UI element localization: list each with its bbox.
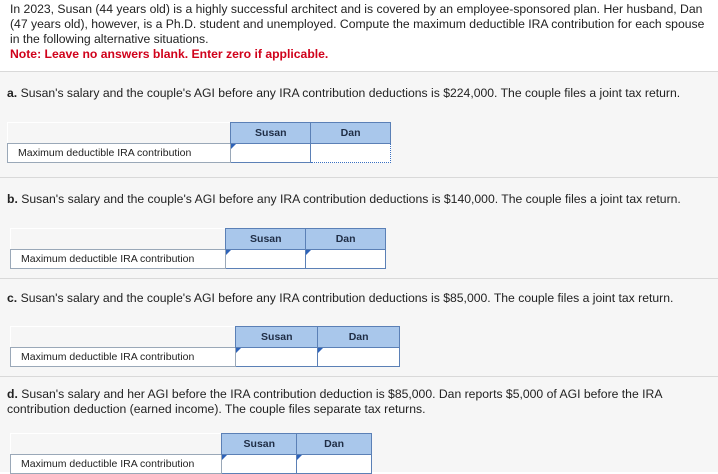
input-marker xyxy=(318,348,324,353)
col-header-dan: Dan xyxy=(310,122,391,144)
part-a-question: a. Susan's salary and the couple's AGI b… xyxy=(7,86,680,101)
part-a-susan-input[interactable] xyxy=(231,144,311,162)
row-label: Maximum deductible IRA contribution xyxy=(9,347,237,367)
part-d-dan-cell xyxy=(296,454,372,474)
divider xyxy=(0,376,718,377)
part-d-table: Susan Dan Maximum deductible IRA contrib… xyxy=(9,433,372,474)
part-c-table: Susan Dan Maximum deductible IRA contrib… xyxy=(9,326,400,367)
row-label: Maximum deductible IRA contribution xyxy=(6,143,232,163)
part-b-text: Susan's salary and the couple's AGI befo… xyxy=(21,192,681,206)
part-a-dan-input[interactable] xyxy=(311,144,390,162)
input-marker xyxy=(226,250,232,255)
part-b-susan-cell xyxy=(225,249,307,269)
part-a-letter: a. xyxy=(7,86,18,100)
table-corner xyxy=(7,122,231,144)
table-corner xyxy=(10,326,236,348)
part-d-question: d. Susan's salary and her AGI before the… xyxy=(7,387,712,417)
divider xyxy=(0,177,718,178)
table-corner xyxy=(10,433,222,455)
col-header-dan: Dan xyxy=(305,228,386,250)
part-c-section: c. Susan's salary and the couple's AGI b… xyxy=(0,279,718,376)
col-header-dan: Dan xyxy=(296,433,372,455)
part-a-dan-cell xyxy=(310,143,391,163)
part-c-susan-cell xyxy=(235,347,319,367)
col-header-susan: Susan xyxy=(225,228,307,250)
part-c-text: Susan's salary and the couple's AGI befo… xyxy=(20,291,674,305)
part-d-text: Susan's salary and her AGI before the IR… xyxy=(7,387,662,416)
problem-statement: In 2023, Susan (44 years old) is a highl… xyxy=(10,2,710,62)
part-b-question: b. Susan's salary and the couple's AGI b… xyxy=(7,192,681,207)
input-marker xyxy=(306,250,312,255)
part-b-letter: b. xyxy=(7,192,18,206)
part-a-text: Susan's salary and the couple's AGI befo… xyxy=(20,86,681,100)
part-b-dan-cell xyxy=(305,249,386,269)
input-marker xyxy=(231,144,237,149)
input-marker xyxy=(297,455,303,460)
part-a-susan-cell xyxy=(230,143,312,163)
col-header-dan: Dan xyxy=(317,326,400,348)
part-c-question: c. Susan's salary and the couple's AGI b… xyxy=(7,291,673,306)
part-c-susan-input[interactable] xyxy=(236,348,318,366)
part-c-dan-input[interactable] xyxy=(318,348,399,366)
divider xyxy=(0,71,718,72)
divider xyxy=(0,278,718,279)
part-a-table: Susan Dan Maximum deductible IRA contrib… xyxy=(6,122,391,163)
input-marker xyxy=(236,348,242,353)
part-b-dan-input[interactable] xyxy=(306,250,385,268)
problem-note: Note: Leave no answers blank. Enter zero… xyxy=(10,47,329,61)
input-marker xyxy=(222,455,228,460)
part-b-section: b. Susan's salary and the couple's AGI b… xyxy=(0,178,718,278)
part-b-table: Susan Dan Maximum deductible IRA contrib… xyxy=(9,228,386,269)
table-corner xyxy=(10,228,226,250)
col-header-susan: Susan xyxy=(230,122,312,144)
row-label: Maximum deductible IRA contribution xyxy=(9,454,223,474)
part-a-section: a. Susan's salary and the couple's AGI b… xyxy=(0,72,718,177)
part-b-susan-input[interactable] xyxy=(226,250,306,268)
row-label: Maximum deductible IRA contribution xyxy=(9,249,227,269)
part-d-susan-cell xyxy=(221,454,298,474)
col-header-susan: Susan xyxy=(221,433,298,455)
col-header-susan: Susan xyxy=(235,326,319,348)
part-d-susan-input[interactable] xyxy=(222,455,297,473)
part-d-section: d. Susan's salary and her AGI before the… xyxy=(0,377,718,474)
part-c-dan-cell xyxy=(317,347,400,367)
part-c-letter: c. xyxy=(7,291,18,305)
problem-text: In 2023, Susan (44 years old) is a highl… xyxy=(10,2,705,46)
part-d-letter: d. xyxy=(7,387,18,401)
part-d-dan-input[interactable] xyxy=(297,455,371,473)
